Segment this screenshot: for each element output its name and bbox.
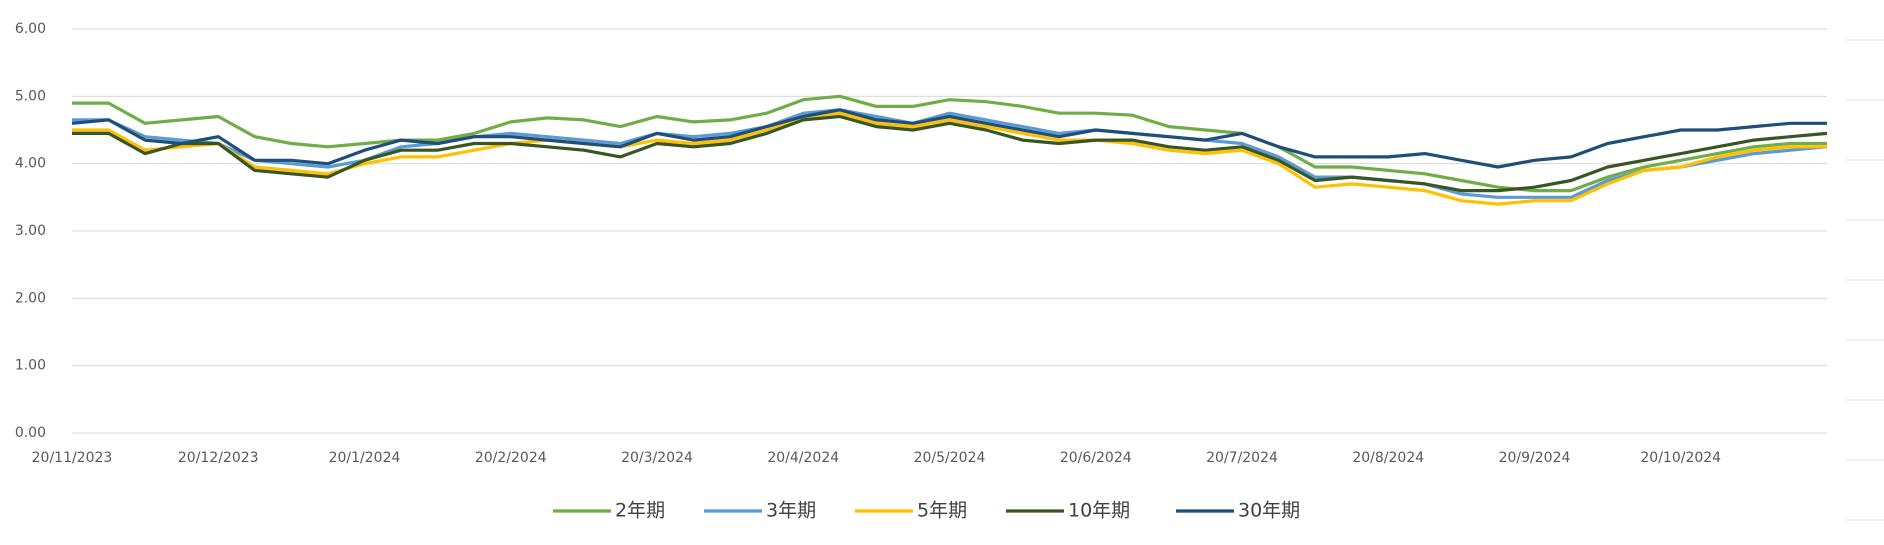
series-line — [72, 111, 1827, 206]
legend-text: 2年期 — [615, 500, 665, 522]
legend-item: 3年期 — [704, 500, 816, 522]
y-tick-label: 2.00 — [15, 290, 46, 306]
x-tick-label: 20/10/2024 — [1640, 450, 1721, 466]
y-tick-label: 1.00 — [15, 358, 46, 374]
x-tick-label: 20/2/2024 — [475, 450, 547, 466]
x-tick-label: 20/8/2024 — [1352, 450, 1424, 466]
x-tick-label: 20/3/2024 — [621, 450, 693, 466]
legend-text: 5年期 — [917, 500, 967, 522]
x-tick-label: 20/11/2023 — [32, 450, 113, 466]
legend-text: 10年期 — [1068, 500, 1130, 522]
x-tick-label: 20/12/2023 — [178, 450, 259, 466]
y-tick-label: 6.00 — [15, 21, 46, 37]
x-tick-label: 20/5/2024 — [914, 450, 986, 466]
x-tick-label: 20/1/2024 — [329, 450, 401, 466]
series-line — [72, 114, 1828, 193]
y-tick-label: 5.00 — [15, 88, 46, 104]
series-line — [71, 108, 1827, 169]
legend-item: 5年期 — [855, 500, 967, 522]
y-tick-label: 4.00 — [15, 156, 46, 172]
y-tick-label: 0.00 — [15, 425, 46, 441]
y-tick-label: 3.00 — [15, 223, 46, 239]
legend-text: 30年期 — [1238, 500, 1300, 522]
x-tick-label: 20/4/2024 — [767, 450, 839, 466]
x-tick-label: 20/9/2024 — [1499, 450, 1571, 466]
sheet-edge — [1846, 39, 1884, 521]
series-line — [72, 94, 1827, 193]
legend-item: 2年期 — [553, 500, 665, 522]
legend-item: 10年期 — [1006, 500, 1130, 522]
x-tick-label: 20/6/2024 — [1060, 450, 1132, 466]
x-tick-label: 20/7/2024 — [1206, 450, 1278, 466]
legend-item: 30年期 — [1176, 500, 1300, 522]
legend-text: 3年期 — [766, 500, 816, 522]
